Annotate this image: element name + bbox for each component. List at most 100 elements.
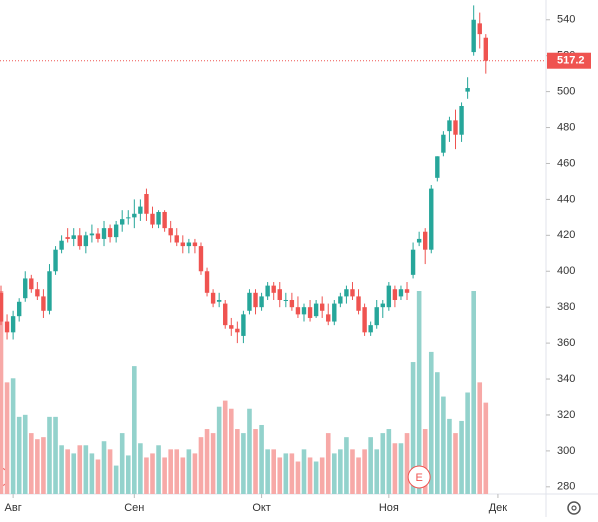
volume-bar — [47, 416, 52, 494]
volume-bar — [241, 433, 246, 494]
candle-body — [423, 231, 428, 250]
event-marker[interactable]: E — [407, 465, 431, 489]
volume-bar — [168, 449, 173, 494]
volume-bar — [29, 433, 34, 494]
volume-bar — [398, 443, 404, 494]
candle-body — [338, 296, 343, 304]
volume-bar — [89, 453, 95, 494]
volume-bar — [307, 457, 313, 494]
y-tick-label: 340 — [557, 373, 575, 385]
candle-body — [138, 206, 143, 214]
volume-bar — [228, 408, 234, 494]
volume-bar — [259, 424, 264, 494]
last-price-box — [547, 52, 591, 69]
volume-bar — [235, 429, 240, 494]
volume-bar — [95, 459, 101, 494]
x-tick-label: Авг — [5, 502, 22, 514]
volume-bar — [222, 400, 228, 494]
x-tick-label: Ноя — [379, 502, 399, 514]
volume-bar — [332, 453, 337, 494]
volume-bar — [410, 362, 416, 494]
y-tick-label: 440 — [557, 193, 575, 205]
settings-icon[interactable] — [567, 501, 581, 515]
candle-body — [453, 120, 458, 135]
volume-bar — [428, 351, 434, 494]
candle-body — [16, 301, 22, 317]
candle-body — [410, 249, 416, 275]
candle-body — [368, 325, 373, 333]
volume-bar — [422, 429, 428, 494]
volume-bar — [65, 449, 70, 494]
last-price-label: 517.2 — [557, 55, 585, 67]
x-tick-label: Дек — [489, 502, 508, 514]
candle-body — [0, 292, 4, 322]
volume-bar — [277, 457, 283, 494]
volume-bar — [435, 372, 440, 494]
gear[interactable] — [567, 501, 581, 515]
volume-bar — [477, 382, 483, 494]
candle-body — [83, 235, 89, 247]
candle-body — [132, 213, 137, 218]
volume-bar — [156, 445, 161, 494]
volume-bar — [253, 429, 258, 494]
candle-body — [101, 228, 107, 239]
volume-bar — [295, 461, 301, 494]
candle-body — [447, 120, 452, 132]
candle-body — [326, 314, 331, 322]
x-tick-label: Сен — [124, 502, 144, 514]
y-tick-label: 540 — [557, 14, 575, 26]
candle-body — [307, 307, 313, 318]
volume-bar — [107, 449, 113, 494]
candle-body — [65, 237, 70, 239]
volume-bar — [192, 453, 198, 494]
volume-bar — [162, 457, 167, 494]
volume-bar — [138, 443, 143, 494]
volume-bar — [180, 457, 186, 494]
candle-body — [89, 233, 95, 236]
volume-bar — [41, 437, 46, 494]
volume-bar — [301, 449, 307, 494]
volume-bar — [350, 449, 355, 494]
candle-body — [47, 271, 52, 311]
volume-bar — [447, 418, 452, 494]
y-tick-label: 460 — [557, 157, 575, 169]
candle-body — [477, 23, 482, 35]
candle-body — [319, 303, 325, 311]
candle-body — [350, 289, 355, 297]
event-circle[interactable] — [407, 465, 431, 489]
volume-bar — [289, 453, 295, 494]
volume-bar — [198, 437, 204, 494]
candle-body — [459, 105, 464, 135]
volume-bar — [465, 392, 470, 494]
candle-body — [53, 249, 58, 272]
volume-bar — [453, 433, 458, 494]
y-tick-label: 380 — [557, 301, 575, 313]
candle-body — [416, 238, 422, 243]
y-tick-label: 420 — [557, 229, 575, 241]
y-tick-label: 300 — [557, 445, 575, 457]
candle-body — [277, 289, 282, 300]
candle-body — [77, 235, 82, 247]
candle-body — [441, 134, 446, 153]
candle-body — [41, 296, 46, 311]
volume-bar — [71, 453, 77, 494]
candle-body — [235, 328, 240, 333]
volume-bar — [35, 439, 40, 494]
volume-bar — [16, 416, 22, 494]
candle-body — [435, 156, 440, 178]
candle-body — [150, 213, 155, 225]
volume-bar — [392, 443, 398, 494]
volume-bar — [483, 402, 489, 494]
x-tick-label: Окт — [252, 502, 271, 514]
volume-bar — [386, 429, 392, 494]
y-tick-label: 280 — [557, 481, 575, 493]
candle-body — [404, 289, 410, 293]
y-tick-label: 360 — [557, 337, 575, 349]
candle-body — [253, 292, 258, 308]
gear-hub[interactable] — [571, 505, 577, 511]
volume-bar — [83, 445, 89, 494]
volume-bar — [471, 291, 476, 494]
